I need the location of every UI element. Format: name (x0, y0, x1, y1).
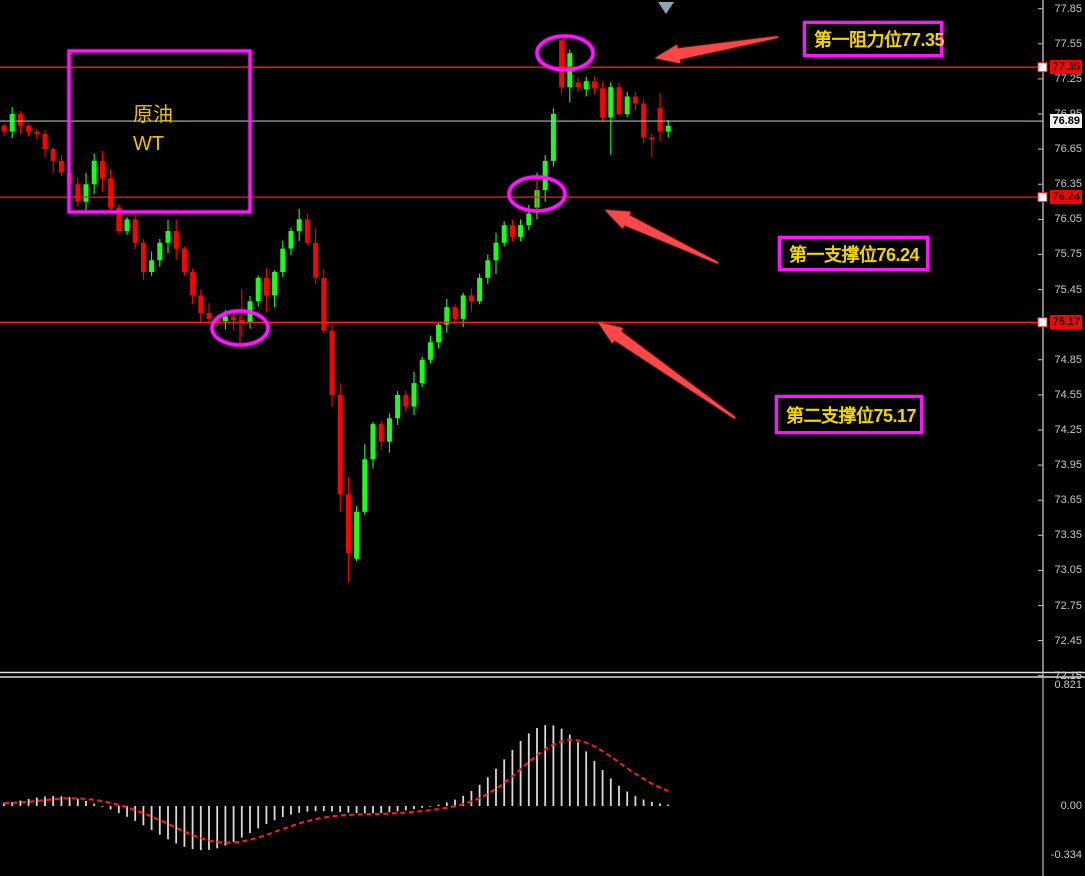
svg-text:WT: WT (133, 133, 164, 155)
svg-text:原油: 原油 (133, 103, 173, 126)
